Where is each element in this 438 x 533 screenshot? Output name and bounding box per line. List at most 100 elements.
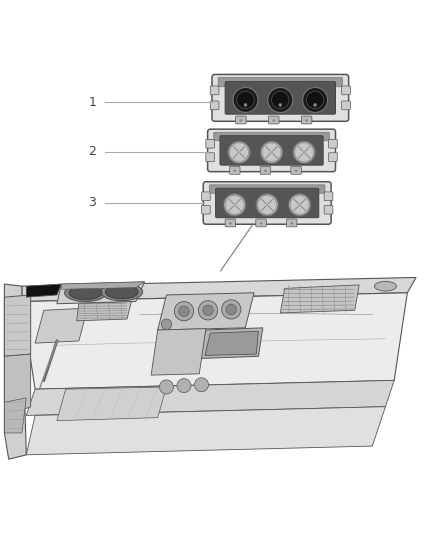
Circle shape (203, 305, 213, 316)
Ellipse shape (101, 283, 143, 301)
Text: 2: 2 (88, 146, 96, 158)
FancyBboxPatch shape (236, 116, 246, 124)
Text: 1: 1 (88, 96, 96, 109)
FancyBboxPatch shape (206, 139, 215, 148)
Polygon shape (57, 282, 145, 304)
Circle shape (198, 301, 218, 320)
Circle shape (159, 380, 173, 394)
FancyBboxPatch shape (215, 188, 319, 217)
Circle shape (290, 222, 293, 225)
Circle shape (225, 196, 244, 214)
Ellipse shape (64, 284, 106, 302)
Polygon shape (61, 282, 145, 289)
Circle shape (295, 169, 297, 172)
FancyBboxPatch shape (210, 86, 219, 95)
Ellipse shape (374, 281, 396, 291)
Polygon shape (26, 381, 394, 415)
Ellipse shape (69, 286, 102, 300)
Polygon shape (57, 387, 166, 421)
Text: 3: 3 (88, 197, 96, 209)
FancyBboxPatch shape (230, 166, 240, 174)
Circle shape (244, 103, 247, 107)
Circle shape (260, 222, 262, 225)
FancyBboxPatch shape (212, 75, 349, 122)
FancyBboxPatch shape (214, 132, 329, 141)
Circle shape (260, 141, 283, 164)
FancyBboxPatch shape (291, 166, 301, 174)
Circle shape (270, 151, 273, 154)
Circle shape (272, 91, 289, 109)
Circle shape (303, 87, 328, 112)
Circle shape (240, 119, 242, 122)
Circle shape (303, 151, 305, 154)
FancyBboxPatch shape (208, 129, 336, 172)
Circle shape (228, 141, 250, 164)
FancyBboxPatch shape (201, 192, 210, 200)
Polygon shape (22, 293, 407, 389)
Polygon shape (280, 285, 359, 313)
Circle shape (305, 119, 308, 122)
FancyBboxPatch shape (260, 166, 271, 174)
Circle shape (279, 103, 282, 107)
Circle shape (258, 196, 277, 214)
Circle shape (237, 91, 254, 109)
FancyBboxPatch shape (225, 219, 236, 227)
Circle shape (256, 193, 279, 216)
Circle shape (179, 306, 189, 317)
FancyBboxPatch shape (206, 153, 215, 161)
Polygon shape (77, 302, 131, 321)
FancyBboxPatch shape (328, 153, 337, 161)
Circle shape (230, 143, 248, 162)
Circle shape (307, 91, 324, 109)
Circle shape (290, 196, 309, 214)
FancyBboxPatch shape (342, 86, 350, 95)
Polygon shape (199, 328, 263, 359)
FancyBboxPatch shape (201, 205, 210, 214)
Circle shape (174, 302, 194, 321)
Polygon shape (4, 284, 26, 459)
FancyBboxPatch shape (256, 219, 266, 227)
FancyBboxPatch shape (324, 205, 333, 214)
Circle shape (293, 141, 315, 164)
Circle shape (222, 300, 241, 319)
Circle shape (295, 143, 314, 162)
Circle shape (272, 119, 275, 122)
Circle shape (262, 143, 281, 162)
Polygon shape (35, 308, 88, 343)
Circle shape (226, 304, 237, 314)
Circle shape (289, 193, 311, 216)
Circle shape (229, 222, 232, 225)
Circle shape (177, 378, 191, 393)
FancyBboxPatch shape (301, 116, 312, 124)
Circle shape (161, 319, 172, 329)
FancyBboxPatch shape (225, 82, 336, 114)
FancyBboxPatch shape (268, 116, 279, 124)
FancyBboxPatch shape (209, 185, 325, 193)
Circle shape (233, 169, 236, 172)
Circle shape (223, 193, 246, 216)
FancyBboxPatch shape (342, 101, 350, 110)
Polygon shape (26, 284, 61, 297)
Polygon shape (22, 278, 416, 302)
Polygon shape (4, 398, 26, 433)
FancyBboxPatch shape (286, 219, 297, 227)
FancyBboxPatch shape (210, 101, 219, 110)
Polygon shape (205, 332, 258, 356)
Polygon shape (26, 407, 385, 455)
Circle shape (264, 169, 267, 172)
Circle shape (194, 378, 208, 392)
Polygon shape (158, 293, 254, 330)
Polygon shape (4, 295, 31, 356)
Circle shape (298, 204, 301, 206)
Ellipse shape (106, 285, 138, 299)
FancyBboxPatch shape (328, 139, 337, 148)
Circle shape (238, 151, 240, 154)
Circle shape (233, 204, 236, 206)
Circle shape (266, 204, 268, 206)
Circle shape (268, 87, 293, 112)
FancyBboxPatch shape (218, 77, 343, 87)
Circle shape (233, 87, 258, 112)
Polygon shape (151, 329, 206, 375)
FancyBboxPatch shape (203, 182, 331, 224)
Polygon shape (4, 354, 31, 415)
